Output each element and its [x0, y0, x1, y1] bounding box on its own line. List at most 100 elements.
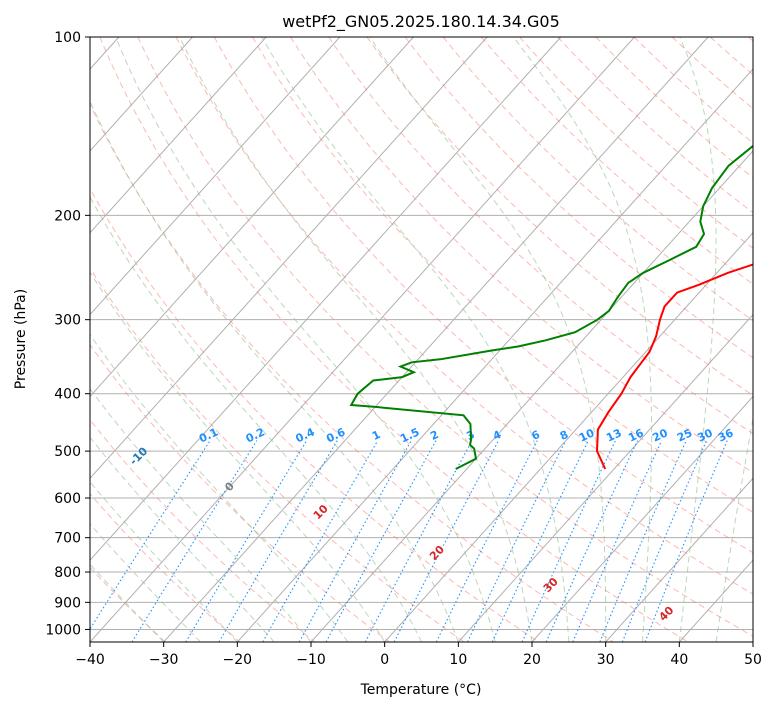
moist-adiabat — [261, 37, 570, 642]
dry-adiabat — [595, 37, 753, 179]
isotherm-line — [90, 37, 267, 234]
mixing-ratio-line — [435, 440, 538, 642]
mixing-ratio-label: 0.2 — [244, 425, 267, 445]
isotherm-line — [236, 68, 753, 642]
y-tick-label: 800 — [54, 565, 81, 581]
mixing-ratio-label: 25 — [675, 426, 694, 444]
moist-adiabat — [90, 481, 238, 642]
mixing-ratio-label: 8 — [558, 428, 570, 443]
moist-adiabat — [513, 37, 653, 642]
moist-adiabat — [90, 99, 459, 642]
mixing-ratio-line — [325, 440, 437, 642]
isotherm-line — [90, 37, 488, 480]
isotherm-line — [90, 37, 341, 316]
y-tick-label: 300 — [54, 313, 81, 329]
dry-adiabat — [90, 187, 540, 642]
moist-adiabat — [90, 271, 386, 642]
moist-adiabat — [90, 333, 349, 642]
mixing-ratio-line — [298, 440, 412, 642]
y-tick-label: 900 — [54, 595, 81, 611]
y-tick-label: 100 — [54, 30, 81, 46]
moist-adiabat — [678, 37, 717, 642]
mixing-ratio-line — [467, 440, 567, 642]
mixing-ratio-line — [185, 440, 308, 642]
mixing-ratio-line — [364, 440, 473, 642]
mixing-ratio-label: 0.4 — [294, 425, 317, 445]
isotherm-line — [90, 37, 193, 152]
dry-adiabat — [633, 37, 753, 144]
moist-adiabat — [90, 436, 275, 642]
sounding-profiles — [349, 144, 753, 470]
x-tick-label: 10 — [449, 652, 467, 668]
mixing-ratio-line — [491, 440, 589, 642]
dry-adiabat — [519, 37, 753, 249]
x-axis-ticks: −40 −30 −20 −10 0 10 20 30 40 50 — [75, 642, 762, 668]
x-tick-label: 30 — [597, 652, 615, 668]
y-axis-ticks: 100 200 300 400 500 600 700 800 900 1000 — [45, 30, 90, 638]
mixing-ratio-label: 0.1 — [197, 425, 220, 445]
y-tick-label: 400 — [54, 387, 81, 403]
isotherm-line — [310, 150, 753, 642]
dry-adiabat — [99, 37, 689, 642]
isotherm-line — [531, 395, 753, 642]
y-tick-label: 1000 — [45, 622, 81, 638]
dry-adiabat-label: -20 — [43, 415, 66, 438]
mixing-ratio-line — [131, 440, 258, 642]
y-tick-label: 200 — [54, 208, 81, 224]
dry-adiabat — [328, 37, 753, 435]
isotherm-line — [90, 37, 635, 642]
x-tick-label: 20 — [523, 652, 541, 668]
dry-adiabat — [251, 37, 753, 513]
y-tick-label: 500 — [54, 444, 81, 460]
dry-adiabat — [442, 37, 753, 322]
dry-adiabat — [748, 37, 753, 42]
moist-adiabat — [90, 196, 422, 642]
mixing-ratio-line — [521, 440, 616, 642]
dry-adiabat — [709, 37, 753, 76]
moist-adiabat — [90, 387, 312, 642]
isotherm-line — [605, 477, 753, 642]
mixing-ratio-label: 10 — [577, 426, 597, 444]
mixing-ratio-line — [262, 440, 379, 642]
x-tick-label: 0 — [380, 652, 389, 668]
mixing-ratio-label: 1 — [370, 428, 382, 443]
mixing-ratio-label: 0.6 — [324, 425, 347, 445]
dry-adiabat-label: 20 — [427, 543, 447, 563]
moist-adiabat — [90, 563, 165, 642]
x-axis-label: Temperature (°C) — [360, 682, 482, 698]
mixing-ratio-label: 36 — [716, 426, 736, 444]
dry-adiabat — [137, 37, 753, 637]
y-tick-label: 700 — [54, 531, 81, 547]
isotherm-line — [457, 313, 753, 642]
mixing-ratio-label: 1.5 — [398, 425, 421, 445]
mixing-ratio-line — [218, 440, 338, 642]
mixing-ratio-label: 13 — [604, 426, 623, 444]
x-tick-label: 50 — [744, 652, 762, 668]
dry-adiabat-label: 10 — [311, 502, 331, 522]
y-tick-label: 600 — [54, 491, 81, 507]
line-labels: 0.10.20.40.611.52346810131620253036-100-… — [43, 415, 736, 624]
mixing-ratio-line — [90, 440, 211, 630]
dry-adiabat — [404, 37, 753, 359]
dry-adiabat — [90, 267, 465, 642]
dry-adiabat — [90, 343, 390, 642]
temperature-profile — [595, 263, 753, 470]
dry-adiabat — [90, 493, 241, 642]
x-tick-label: 40 — [670, 652, 688, 668]
background-lines — [90, 37, 753, 642]
moist-adiabat — [90, 523, 201, 642]
dry-adiabat-label: 30 — [541, 575, 561, 595]
mixing-ratio-label: 2 — [428, 428, 440, 443]
dry-adiabat-label: -10 — [127, 444, 150, 467]
dry-adiabat — [90, 418, 316, 642]
isotherm-line — [163, 37, 709, 642]
moist-adiabat — [715, 415, 753, 642]
mixing-ratio-label: 20 — [650, 426, 670, 444]
x-tick-label: −30 — [149, 652, 179, 668]
x-tick-label: −20 — [223, 652, 253, 668]
dry-adiabat — [557, 37, 753, 214]
dewpoint-profile — [349, 144, 753, 470]
dry-adiabat — [366, 37, 753, 396]
mixing-ratio-label: 16 — [626, 426, 646, 444]
